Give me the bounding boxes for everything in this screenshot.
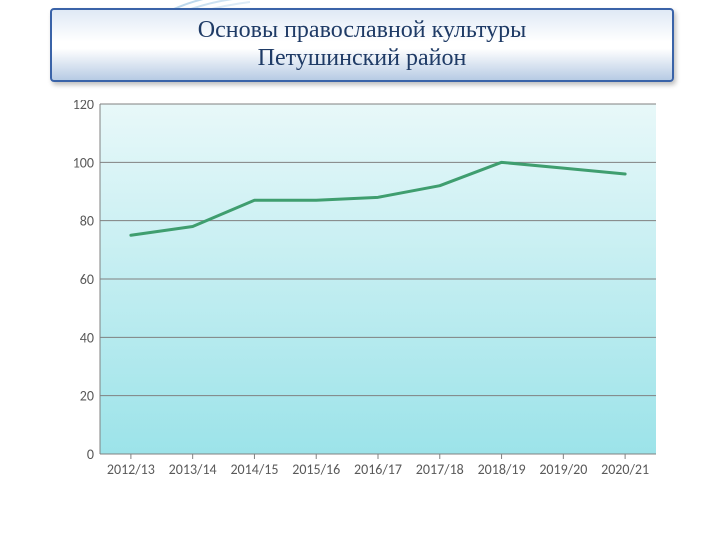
svg-text:2017/18: 2017/18	[416, 461, 464, 478]
svg-text:2018/19: 2018/19	[478, 461, 526, 478]
title-line1: Основы православной культуры	[198, 17, 526, 45]
svg-text:2012/13: 2012/13	[107, 461, 155, 478]
svg-text:2016/17: 2016/17	[354, 461, 402, 478]
svg-text:120: 120	[73, 100, 94, 113]
svg-text:2020/21: 2020/21	[601, 461, 649, 478]
svg-text:60: 60	[80, 271, 94, 288]
svg-text:2014/15: 2014/15	[230, 461, 278, 478]
title-line2: Петушинский район	[258, 45, 467, 73]
svg-text:2013/14: 2013/14	[169, 461, 217, 478]
svg-text:2015/16: 2015/16	[292, 461, 340, 478]
svg-text:80: 80	[80, 213, 94, 230]
line-chart: 0 20 40 60 80 100 120 2012/13 2013/14 2014/15 2015…	[60, 100, 660, 480]
svg-text:2019/20: 2019/20	[539, 461, 587, 478]
svg-text:40: 40	[80, 329, 94, 346]
title-box: Основы православной культуры Петушинский…	[50, 8, 674, 82]
svg-text:20: 20	[80, 388, 94, 405]
svg-text:100: 100	[73, 154, 94, 171]
svg-text:0: 0	[87, 446, 94, 463]
